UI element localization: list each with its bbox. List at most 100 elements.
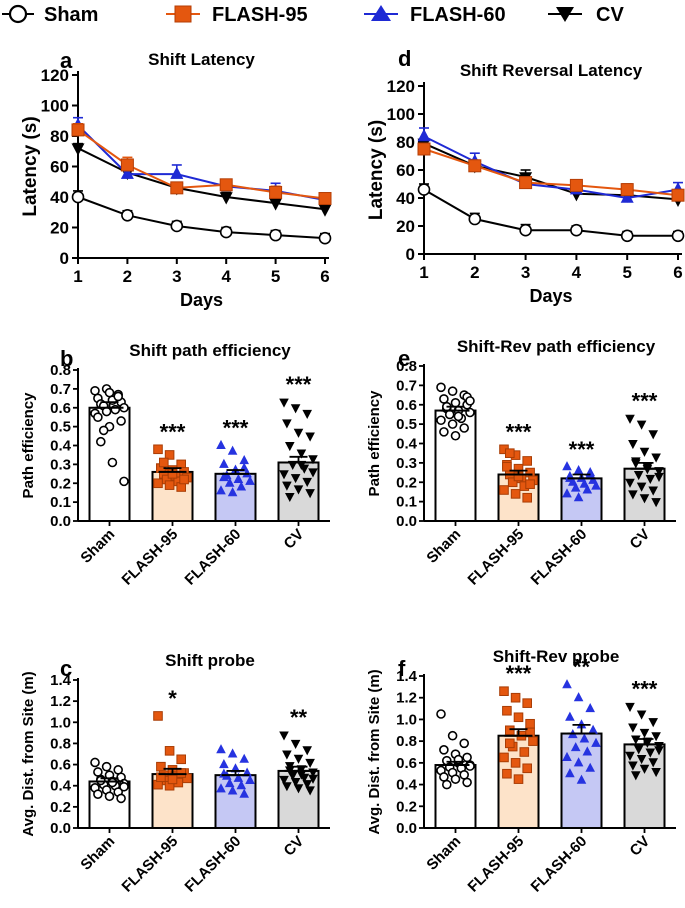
x-tick-label: CV bbox=[281, 833, 308, 860]
panel-letter-e: e bbox=[398, 346, 410, 371]
data-point bbox=[296, 449, 307, 459]
significance-marker: * bbox=[168, 686, 177, 711]
y-tick-label: 0.8 bbox=[50, 735, 71, 752]
data-point bbox=[499, 752, 509, 763]
y-tick-label: 0.6 bbox=[50, 757, 71, 774]
data-point bbox=[651, 453, 661, 463]
data-point bbox=[279, 398, 289, 408]
data-point bbox=[636, 754, 647, 765]
data-point bbox=[505, 738, 515, 749]
data-point bbox=[585, 702, 595, 713]
y-tick-label: 0.5 bbox=[396, 416, 417, 433]
data-point bbox=[585, 762, 595, 772]
x-tick-label: Sham bbox=[77, 526, 118, 567]
triangle-marker-icon bbox=[371, 5, 391, 21]
y-tick-label: 0.0 bbox=[50, 513, 71, 530]
data-point bbox=[439, 745, 449, 755]
bar-group-sham: Sham bbox=[77, 757, 131, 874]
y-tick-label: 0.8 bbox=[396, 358, 417, 375]
data-point bbox=[439, 427, 449, 437]
data-point bbox=[302, 409, 312, 420]
data-point bbox=[528, 736, 538, 746]
x-tick-label: 1 bbox=[419, 263, 428, 282]
data-point bbox=[570, 482, 581, 492]
data-point bbox=[219, 758, 229, 769]
data-point bbox=[576, 774, 587, 784]
data-point bbox=[293, 428, 304, 438]
data-point bbox=[620, 183, 634, 197]
significance-marker: ** bbox=[573, 655, 591, 680]
line-chart-a: Shift Latency 0 20 40 60 80 100 120 1 2 3 4 5 6 Days La… bbox=[20, 50, 332, 310]
data-point bbox=[164, 480, 175, 490]
y-tick-label: 60 bbox=[396, 161, 415, 180]
data-point bbox=[468, 159, 482, 173]
data-point bbox=[236, 481, 247, 491]
y-tick-label: 0 bbox=[60, 249, 69, 268]
data-point bbox=[447, 730, 458, 741]
data-point bbox=[573, 465, 584, 475]
data-point bbox=[120, 166, 134, 179]
data-point bbox=[465, 396, 475, 406]
y-tick-label: 0.2 bbox=[396, 798, 417, 815]
data-point bbox=[318, 231, 332, 245]
data-point bbox=[582, 484, 593, 494]
data-point bbox=[216, 783, 226, 793]
x-tick-label: 5 bbox=[271, 267, 280, 286]
y-axis-label: Path efficiency bbox=[20, 392, 37, 499]
data-point bbox=[224, 477, 235, 487]
x-tick-label: 2 bbox=[470, 263, 479, 282]
data-point bbox=[573, 692, 584, 702]
data-point bbox=[121, 209, 134, 222]
bar-group-cv: CV ** bbox=[277, 705, 320, 860]
data-point bbox=[216, 439, 226, 450]
data-point bbox=[285, 441, 295, 452]
series-line bbox=[77, 129, 326, 200]
x-tick-label: 2 bbox=[123, 267, 132, 286]
data-point bbox=[502, 705, 512, 716]
series-sham bbox=[71, 190, 332, 245]
data-point bbox=[439, 772, 449, 782]
data-point bbox=[104, 791, 115, 802]
x-tick-label: 3 bbox=[521, 263, 530, 282]
x-tick-label: 4 bbox=[572, 263, 582, 282]
data-point bbox=[120, 158, 134, 172]
data-point bbox=[71, 190, 85, 204]
bar-group-cv: CV *** bbox=[623, 388, 666, 553]
data-point bbox=[645, 748, 656, 758]
y-tick-label: 1.2 bbox=[50, 693, 71, 710]
y-tick-label: 0.0 bbox=[50, 820, 71, 837]
data-point bbox=[620, 229, 634, 243]
data-point bbox=[565, 711, 575, 721]
x-tick-label: FLASH-95 bbox=[119, 833, 182, 896]
data-point bbox=[648, 486, 658, 496]
series-line bbox=[77, 196, 326, 240]
bar-group-sham: Sham bbox=[423, 382, 477, 567]
data-point bbox=[582, 746, 593, 756]
data-point bbox=[625, 414, 635, 424]
data-point bbox=[293, 754, 304, 764]
data-point bbox=[639, 447, 650, 457]
data-point bbox=[636, 482, 647, 492]
data-point bbox=[282, 419, 292, 429]
data-point bbox=[279, 470, 289, 480]
data-point bbox=[153, 478, 163, 489]
data-point bbox=[447, 419, 458, 429]
data-point bbox=[227, 785, 238, 795]
data-point bbox=[628, 439, 638, 450]
y-tick-label: 0.2 bbox=[50, 799, 71, 816]
data-point bbox=[302, 780, 312, 790]
panel-letter-d: d bbox=[398, 46, 411, 71]
data-point bbox=[628, 761, 638, 771]
data-point bbox=[219, 471, 229, 482]
data-point bbox=[625, 702, 635, 712]
data-point bbox=[101, 761, 112, 772]
data-point bbox=[459, 423, 470, 433]
data-point bbox=[631, 771, 641, 781]
legend-label-flash-60: FLASH-60 bbox=[410, 4, 506, 26]
data-point bbox=[639, 494, 650, 504]
legend-item-flash-95: FLASH-95 bbox=[166, 4, 308, 26]
x-tick-label: CV bbox=[281, 526, 308, 553]
y-axis-label: Latency (s) bbox=[20, 116, 41, 216]
